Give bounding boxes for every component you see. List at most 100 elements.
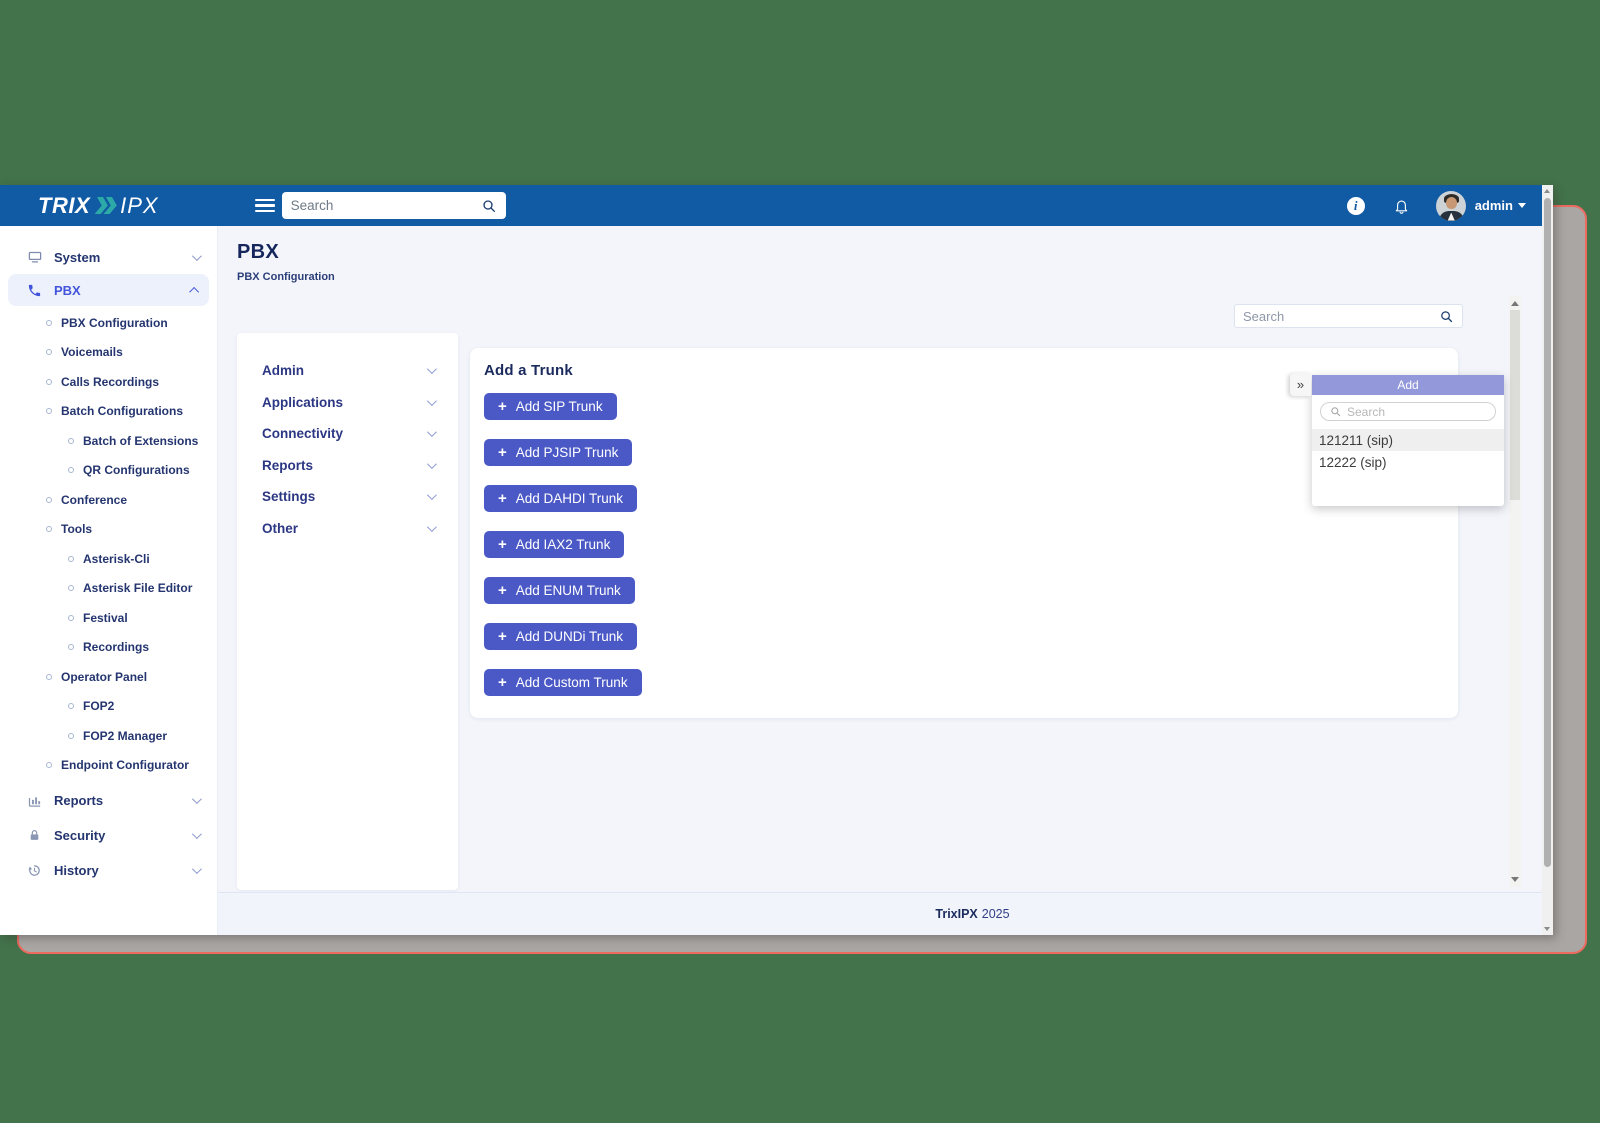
menu-item-settings[interactable]: Settings	[237, 481, 458, 513]
bullet-icon	[68, 732, 74, 739]
sidebar-item-tools[interactable]: Tools	[0, 515, 217, 545]
sidebar-item-endpoint-configurator[interactable]: Endpoint Configurator	[0, 751, 217, 781]
history-icon	[26, 863, 43, 878]
sidebar-item-calls-recordings[interactable]: Calls Recordings	[0, 367, 217, 397]
add-trunk-title: Add a Trunk	[484, 362, 573, 379]
dropdown-search-input[interactable]	[1347, 404, 1486, 419]
bullet-icon	[46, 496, 52, 503]
logo-text-ipx: IPX	[120, 192, 159, 218]
sidebar-item-fop2-manager[interactable]: FOP2 Manager	[0, 721, 217, 751]
add-trunk-card: Add a Trunk + Add SIP Trunk + Add PJSIP …	[470, 348, 1458, 718]
sidebar-item-history[interactable]: History	[0, 855, 217, 885]
content-search-input[interactable]	[1243, 308, 1439, 324]
scroll-up-arrow[interactable]	[1544, 189, 1550, 193]
dropdown-add-header[interactable]: Add	[1312, 375, 1504, 395]
dropdown-collapse-button[interactable]: »	[1290, 373, 1311, 396]
add-custom-trunk-button[interactable]: + Add Custom Trunk	[484, 669, 642, 696]
sidebar-item-operator-panel[interactable]: Operator Panel	[0, 662, 217, 692]
search-icon	[1331, 407, 1341, 417]
caret-down-icon	[1518, 203, 1526, 208]
plus-icon: +	[498, 674, 507, 691]
add-pjsip-trunk-button[interactable]: + Add PJSIP Trunk	[484, 439, 633, 466]
sidebar-item-batch-of-extensions[interactable]: Batch of Extensions	[0, 426, 217, 456]
info-icon[interactable]: i	[1346, 196, 1365, 215]
sidebar-item-pbx-configuration[interactable]: PBX Configuration	[0, 308, 217, 338]
bullet-icon	[46, 673, 52, 680]
search-icon[interactable]	[1439, 309, 1454, 324]
add-iax2-trunk-button[interactable]: + Add IAX2 Trunk	[484, 531, 625, 558]
dropdown-item-12222-sip[interactable]: 12222 (sip)	[1319, 454, 1387, 470]
menu-item-applications[interactable]: Applications	[237, 387, 458, 419]
navbar-search	[281, 192, 506, 219]
username: admin	[1474, 198, 1513, 213]
plus-icon: +	[498, 536, 507, 553]
footer-year: 2025	[981, 907, 1010, 921]
scroll-down-arrow[interactable]	[1544, 927, 1550, 931]
sidebar-item-asterisk-file-editor[interactable]: Asterisk File Editor	[0, 574, 217, 604]
sidebar-item-security[interactable]: Security	[0, 820, 217, 850]
sidebar-item-system[interactable]: System	[0, 242, 217, 272]
brand-logo[interactable]: TRIX IPX	[38, 193, 159, 219]
sidebar-item-pbx[interactable]: PBX	[8, 274, 209, 306]
bullet-icon	[68, 703, 74, 710]
bullet-icon	[46, 378, 52, 385]
menu-item-other[interactable]: Other	[237, 513, 458, 545]
avatar[interactable]	[1435, 190, 1466, 221]
chevron-down-icon	[426, 458, 437, 469]
logo-text-trix: TRIX	[38, 192, 91, 218]
navbar-search-input[interactable]	[290, 198, 481, 213]
chevron-down-icon	[191, 828, 202, 839]
plus-icon: +	[498, 398, 507, 415]
top-navbar: TRIX IPX i	[0, 185, 1542, 226]
content-scrollbar[interactable]	[1509, 296, 1521, 887]
scroll-up-arrow[interactable]	[1511, 301, 1519, 306]
search-icon[interactable]	[481, 198, 497, 214]
pbx-section-menu: Admin Applications Connectivity Reports	[237, 333, 458, 890]
scrollbar-thumb[interactable]	[1510, 310, 1520, 500]
browser-scrollbar[interactable]	[1542, 185, 1553, 935]
bullet-icon	[46, 349, 52, 356]
bullet-icon	[46, 526, 52, 533]
chevron-down-icon	[191, 793, 202, 804]
sidebar-item-voicemails[interactable]: Voicemails	[0, 338, 217, 368]
chevron-down-icon	[426, 395, 437, 406]
chevron-down-icon	[426, 427, 437, 438]
lock-icon	[26, 828, 43, 843]
add-sip-trunk-button[interactable]: + Add SIP Trunk	[484, 393, 617, 420]
sidebar-item-reports[interactable]: Reports	[0, 785, 217, 815]
add-dahdi-trunk-button[interactable]: + Add DAHDI Trunk	[484, 485, 638, 512]
dropdown-item-121211-sip[interactable]: 121211 (sip)	[1312, 429, 1504, 451]
navbar-right-cluster: i admin	[1346, 190, 1542, 221]
user-menu[interactable]: admin	[1475, 198, 1526, 213]
bullet-icon	[68, 437, 74, 444]
content-search	[1234, 304, 1463, 328]
sidebar-item-festival[interactable]: Festival	[0, 603, 217, 633]
phone-icon	[26, 283, 43, 298]
bar-chart-icon	[26, 793, 43, 808]
plus-icon: +	[498, 628, 507, 645]
logo-chevrons-icon	[94, 197, 117, 214]
sidebar-item-conference[interactable]: Conference	[0, 485, 217, 515]
scroll-down-arrow[interactable]	[1511, 877, 1519, 882]
scrollbar-thumb[interactable]	[1544, 198, 1551, 867]
bullet-icon	[68, 467, 74, 474]
bullet-icon	[46, 762, 52, 769]
add-enum-trunk-button[interactable]: + Add ENUM Trunk	[484, 577, 635, 604]
bullet-icon	[68, 585, 74, 592]
hamburger-menu-icon[interactable]	[254, 198, 275, 213]
sidebar-item-asterisk-cli[interactable]: Asterisk-Cli	[0, 544, 217, 574]
menu-item-reports[interactable]: Reports	[237, 450, 458, 482]
add-dundi-trunk-button[interactable]: + Add DUNDi Trunk	[484, 623, 638, 650]
add-dropdown-panel: Add 121211 (sip) 12222 (sip)	[1312, 375, 1504, 506]
menu-item-connectivity[interactable]: Connectivity	[237, 418, 458, 450]
bell-icon[interactable]	[1393, 197, 1410, 215]
sidebar-item-recordings[interactable]: Recordings	[0, 633, 217, 663]
bullet-icon	[68, 555, 74, 562]
chevron-down-icon	[191, 863, 202, 874]
sidebar-item-fop2[interactable]: FOP2	[0, 692, 217, 722]
breadcrumb: PBX Configuration	[237, 271, 335, 283]
menu-item-admin[interactable]: Admin	[237, 355, 458, 387]
sidebar-item-qr-configurations[interactable]: QR Configurations	[0, 456, 217, 486]
bullet-icon	[68, 644, 74, 651]
sidebar-item-batch-configurations[interactable]: Batch Configurations	[0, 397, 217, 427]
